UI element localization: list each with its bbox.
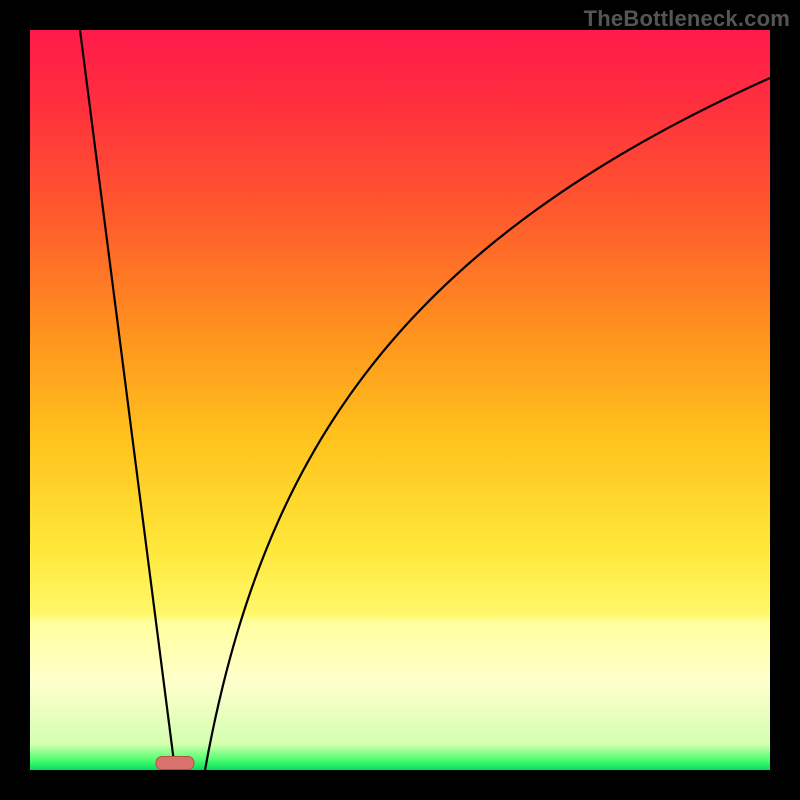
watermark-label: TheBottleneck.com [584,6,790,32]
plot-background [30,30,770,770]
chart-container: TheBottleneck.com [0,0,800,800]
bottleneck-marker [156,757,194,770]
chart-svg [0,0,800,800]
